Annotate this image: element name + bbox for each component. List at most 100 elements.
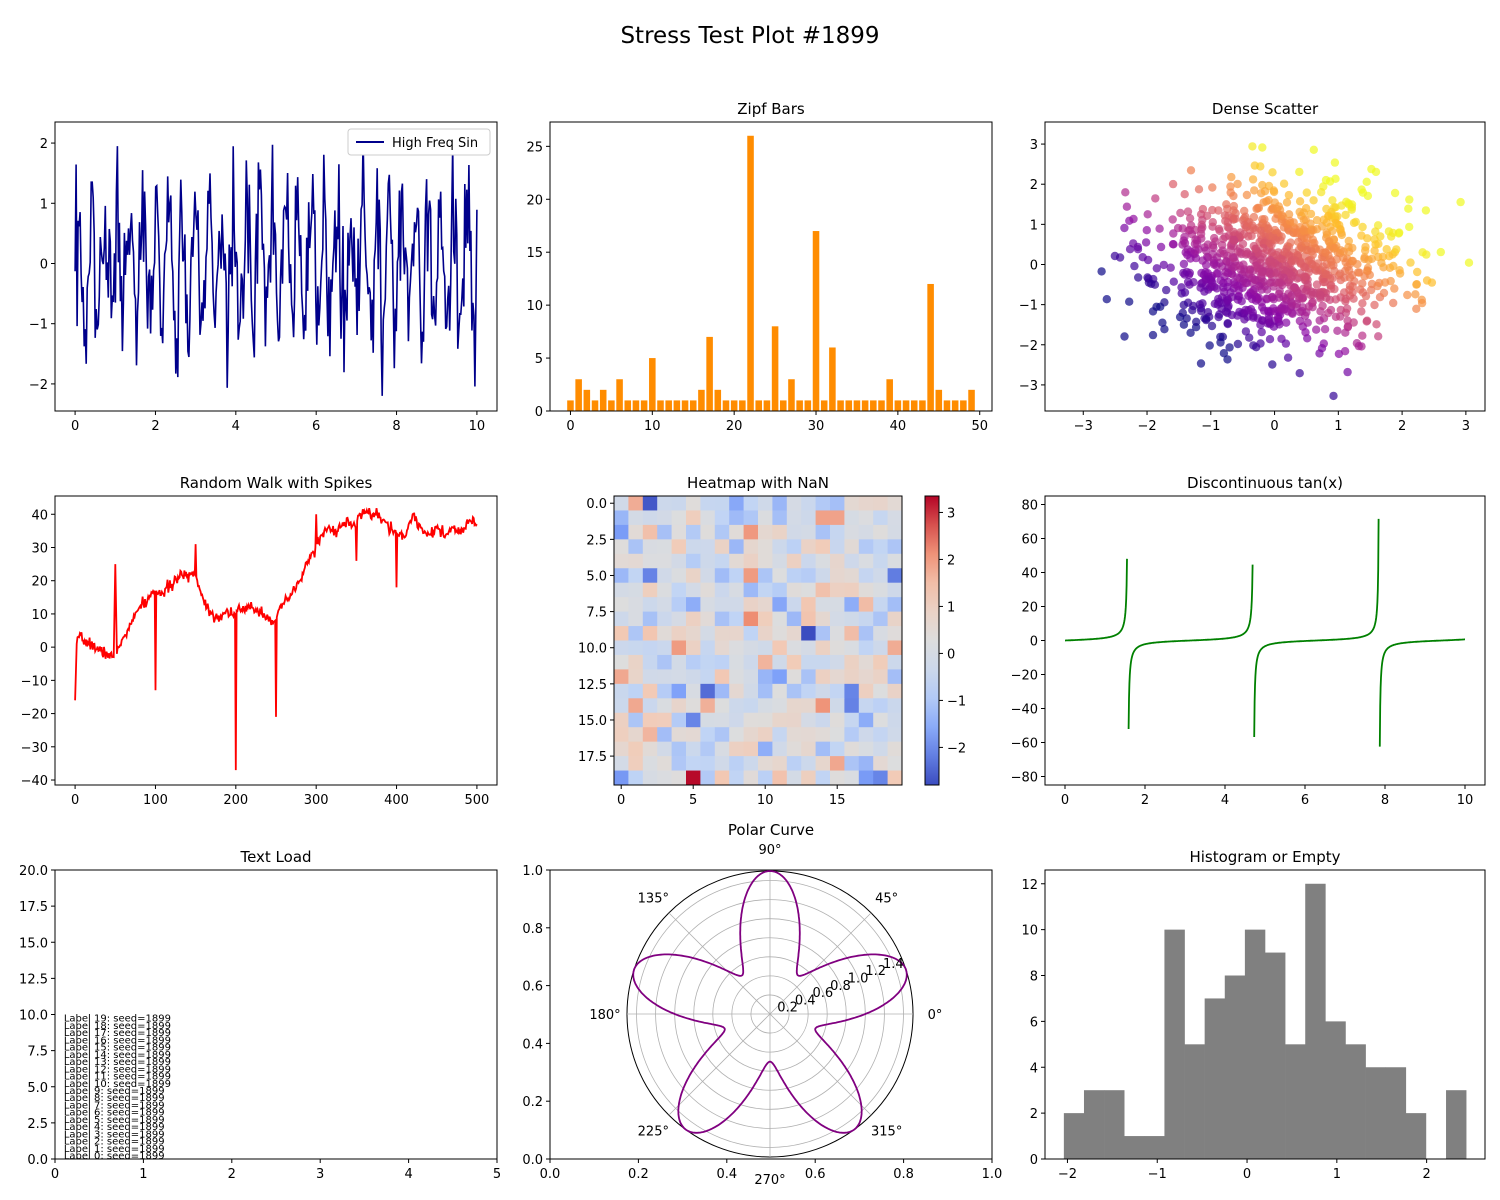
y-tick-label: 15.0 (578, 714, 607, 729)
heatmap-cell (858, 611, 874, 627)
heatmap-cell (830, 524, 845, 540)
heatmap-cell (614, 741, 629, 757)
panel-polar: 0.0 0.2 0.4 0.6 0.8 1.00.00.20.40.60.81.0Pola… (522, 821, 1002, 1188)
heatmap-cell (801, 539, 816, 555)
x-tick-label: 0 (1243, 1167, 1251, 1182)
scatter-point (1340, 347, 1350, 356)
heatmap-cell (628, 669, 644, 685)
scatter-point (1318, 301, 1327, 311)
heatmap-cell (858, 553, 874, 569)
heatmap-cell (772, 683, 788, 699)
heatmap-cell (743, 582, 759, 598)
axes-frame (1044, 121, 1486, 412)
heatmap-cell (858, 597, 874, 612)
heatmap-cell (671, 654, 687, 670)
scatter-point (1226, 182, 1235, 191)
scatter-point (1389, 261, 1398, 271)
heatmap-cell (743, 683, 759, 699)
heatmap-cell (873, 496, 888, 511)
y-tick-label: 15 (526, 246, 543, 261)
heatmap-cell (628, 683, 644, 699)
heatmap-cell (671, 496, 687, 511)
scatter-point (1287, 290, 1297, 299)
x-tick-label: −2 (1137, 419, 1156, 434)
scatter-point (1269, 186, 1278, 195)
heatmap-cell (714, 770, 730, 786)
scatter-point (1179, 236, 1188, 245)
scatter-point (1230, 280, 1240, 289)
scatter-point (1317, 188, 1326, 197)
bar (935, 389, 943, 411)
scatter-point (1374, 239, 1383, 249)
heatmap-cell (830, 582, 845, 598)
bar (722, 400, 730, 411)
heatmap-cell (830, 669, 845, 685)
bar (878, 400, 885, 411)
text-load-label: Label 12: seed=1899 (64, 1064, 171, 1075)
heatmap-cell (772, 568, 788, 584)
heatmap-cell (873, 597, 888, 612)
heatmap-cell (772, 727, 788, 743)
heatmap-cell (657, 597, 672, 612)
scatter-point (1152, 264, 1162, 273)
scatter-point (1309, 288, 1318, 297)
axes-frame (54, 121, 498, 412)
y-tick-label: 10.0 (19, 1009, 48, 1024)
scatter-point (1244, 291, 1253, 300)
scatter-point (1382, 245, 1391, 254)
heatmap-cell (700, 756, 716, 771)
x-tick-label: 0.4 (716, 1167, 737, 1182)
heatmap-cell (614, 683, 629, 699)
heatmap-cell (830, 568, 845, 584)
scatter-point (1120, 332, 1129, 341)
heatmap-cell (686, 756, 701, 771)
scatter-point (1196, 359, 1206, 368)
scatter-point (1306, 209, 1316, 219)
polar-angle-label: 0° (928, 1008, 943, 1023)
y-tick-label: −2 (29, 378, 48, 393)
scatter-point (1348, 256, 1358, 266)
x-tick-label: 100 (143, 793, 168, 808)
scatter-point (1374, 332, 1383, 341)
heatmap-cell (671, 756, 687, 771)
heatmap-cell (686, 611, 701, 627)
x-tick-label: 0 (71, 419, 79, 434)
heatmap-cell (614, 756, 629, 771)
heatmap-cell (844, 698, 860, 714)
heatmap-cell (743, 524, 759, 540)
scatter-point (1358, 331, 1367, 340)
scatter-point (1241, 305, 1250, 315)
heatmap-cell (873, 712, 888, 728)
y-tick-label: 5.0 (586, 569, 607, 584)
heatmap-cell (786, 510, 802, 526)
scatter-point (1238, 239, 1248, 249)
heatmap-cell (887, 669, 903, 685)
scatter-point (1208, 250, 1217, 259)
heatmap-cell (844, 510, 860, 526)
scatter-point (1315, 316, 1324, 325)
scatter-point (1384, 227, 1394, 236)
heatmap-cell (642, 727, 658, 743)
y-tick-label: −20 (21, 708, 48, 723)
x-tick-label: 10 (469, 419, 486, 434)
hist-bar (1244, 929, 1266, 1159)
scatter-point (1362, 317, 1371, 326)
text-load-label: Label 0: seed=1899 (64, 1151, 165, 1162)
heatmap-cell (729, 683, 744, 699)
text-load-label: Label 18: seed=1899 (64, 1021, 171, 1032)
x-tick-label: 0 (617, 793, 625, 808)
scatter-point (1370, 246, 1379, 255)
heatmap-cell (729, 510, 744, 526)
heatmap-cell (743, 553, 759, 569)
heatmap-cell (844, 727, 860, 743)
polar-grid-spoke (769, 912, 872, 1015)
panel-title: Zipf Bars (737, 100, 805, 118)
x-tick-label: 2 (228, 1167, 236, 1182)
heatmap-cell (743, 712, 759, 728)
scatter-point (1301, 286, 1311, 296)
heatmap-cell (772, 698, 788, 714)
heatmap-cell (614, 539, 629, 555)
y-tick-label: 60 (1021, 533, 1038, 548)
